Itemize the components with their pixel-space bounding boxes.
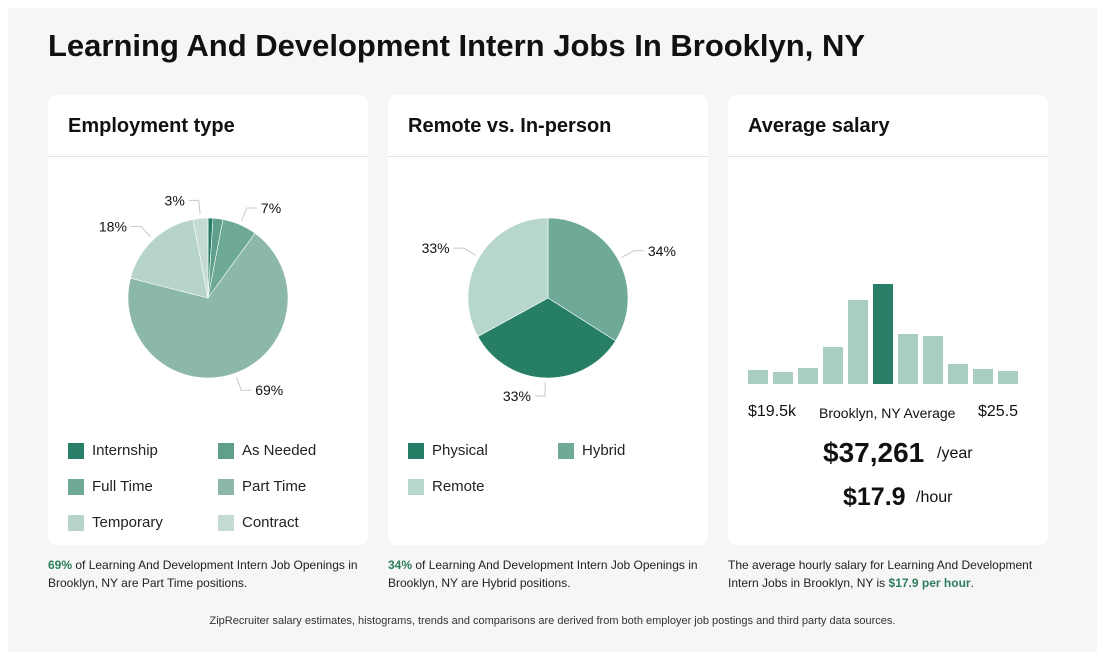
- legend-swatch-part-time: [218, 478, 234, 495]
- pie-label-remote: 33%: [422, 240, 450, 256]
- remote-caption-text: of Learning And Development Intern Job O…: [388, 558, 698, 590]
- remote-card: Remote vs. In-person 34% 33% 33% Physical …: [388, 95, 708, 545]
- pie-leader-temporary: [130, 226, 151, 238]
- histogram-bar: [823, 347, 843, 384]
- legend-label-full-time: Full Time: [92, 478, 153, 495]
- pie-leader-hybrid: [621, 250, 644, 258]
- legend-swatch-internship: [68, 442, 84, 459]
- legend-remote: Remote: [408, 478, 485, 495]
- legend-label-remote: Remote: [432, 478, 485, 495]
- legend-internship: Internship: [68, 442, 158, 459]
- employment-caption: 69% of Learning And Development Intern J…: [48, 556, 368, 592]
- legend-swatch-as-needed: [218, 442, 234, 459]
- legend-label-internship: Internship: [92, 442, 158, 459]
- pie-leader-full-time: [240, 207, 257, 222]
- pie-label-hybrid: 34%: [648, 243, 676, 259]
- salary-histogram: [748, 284, 1018, 384]
- salary-caption-highlight: $17.9 per hour: [888, 576, 971, 590]
- histogram-bar: [873, 284, 893, 384]
- employment-type-card: Employment type 7% 69% 18% 3% Internship As…: [48, 95, 368, 545]
- legend-full-time: Full Time: [68, 478, 153, 495]
- pie-slice-hybrid: [547, 217, 629, 342]
- histogram-bar: [748, 370, 768, 384]
- legend-part-time: Part Time: [218, 478, 306, 495]
- employment-caption-highlight: 69%: [48, 558, 73, 572]
- salary-caption-end: .: [970, 576, 974, 590]
- pie-label-physical: 33%: [503, 388, 531, 404]
- pie-leader-part-time: [235, 376, 252, 391]
- pie-leader-physical: [534, 381, 546, 397]
- histogram-bar: [848, 300, 868, 384]
- page-title: Learning And Development Intern Jobs In …: [48, 28, 866, 63]
- salary-average-label: Brooklyn, NY Average: [819, 405, 956, 421]
- salary-min-label: $19.5k: [748, 403, 797, 420]
- remote-caption: 34% of Learning And Development Intern J…: [388, 556, 708, 592]
- legend-swatch-remote: [408, 478, 424, 495]
- legend-swatch-contract: [218, 514, 234, 531]
- histogram-bar: [798, 368, 818, 384]
- pie-label-part-time: 69%: [255, 382, 283, 398]
- remote-pie-chart: 34% 33% 33%: [422, 217, 676, 404]
- histogram-bar: [948, 364, 968, 384]
- salary-max-label: $25.5: [978, 403, 1019, 420]
- legend-temporary: Temporary: [68, 514, 163, 531]
- pie-slice-remote: [467, 217, 549, 337]
- pie-slice-part-time: [127, 232, 289, 379]
- legend-swatch-physical: [408, 442, 424, 459]
- legend-physical: Physical: [408, 442, 488, 459]
- pie-leader-remote: [453, 247, 476, 256]
- salary-hourly-value: $17.9: [843, 483, 906, 511]
- legend-hybrid: Hybrid: [558, 442, 625, 459]
- pie-label-full-time: 7%: [261, 200, 281, 216]
- footer-note: ZipRecruiter salary estimates, histogram…: [209, 615, 896, 627]
- salary-caption: The average hourly salary for Learning A…: [728, 556, 1048, 592]
- pie-label-contract: 3%: [165, 192, 185, 208]
- pie-slice-contract: [192, 217, 209, 299]
- salary-yearly-unit: /year: [937, 445, 973, 462]
- remote-caption-highlight: 34%: [388, 558, 413, 572]
- pie-slice-physical: [477, 297, 616, 379]
- legend-label-contract: Contract: [242, 514, 299, 531]
- employment-type-title: Employment type: [48, 95, 368, 157]
- histogram-bar: [898, 334, 918, 384]
- legend-contract: Contract: [218, 514, 299, 531]
- salary-caption-text: The average hourly salary for Learning A…: [728, 558, 1033, 590]
- histogram-bar: [773, 372, 793, 384]
- legend-label-hybrid: Hybrid: [582, 442, 626, 459]
- legend-label-as-needed: As Needed: [242, 442, 317, 459]
- pie-slice-temporary: [130, 219, 209, 299]
- pie-leader-contract: [188, 199, 201, 215]
- legend-swatch-temporary: [68, 514, 84, 531]
- legend-label-physical: Physical: [432, 442, 488, 459]
- page-container: Learning And Development Intern Jobs In …: [8, 8, 1097, 652]
- histogram-bar: [923, 336, 943, 384]
- employment-caption-text: of Learning And Development Intern Job O…: [48, 558, 358, 590]
- histogram-bar: [998, 371, 1018, 384]
- employment-type-pie-chart: 7% 69% 18% 3%: [99, 192, 289, 398]
- pie-label-temporary: 18%: [99, 219, 127, 235]
- legend-label-part-time: Part Time: [242, 478, 307, 495]
- salary-title: Average salary: [728, 95, 1048, 157]
- legend-swatch-full-time: [68, 478, 84, 495]
- salary-hourly-unit: /hour: [916, 489, 953, 506]
- histogram-bar: [973, 369, 993, 384]
- legend-label-temporary: Temporary: [92, 514, 163, 531]
- legend-as-needed: As Needed: [218, 442, 316, 459]
- salary-yearly-value: $37,261: [823, 437, 925, 468]
- remote-title: Remote vs. In-person: [388, 95, 708, 157]
- legend-swatch-hybrid: [558, 442, 574, 459]
- salary-card: Average salary $19.5k Brooklyn, NY Avera…: [728, 95, 1048, 545]
